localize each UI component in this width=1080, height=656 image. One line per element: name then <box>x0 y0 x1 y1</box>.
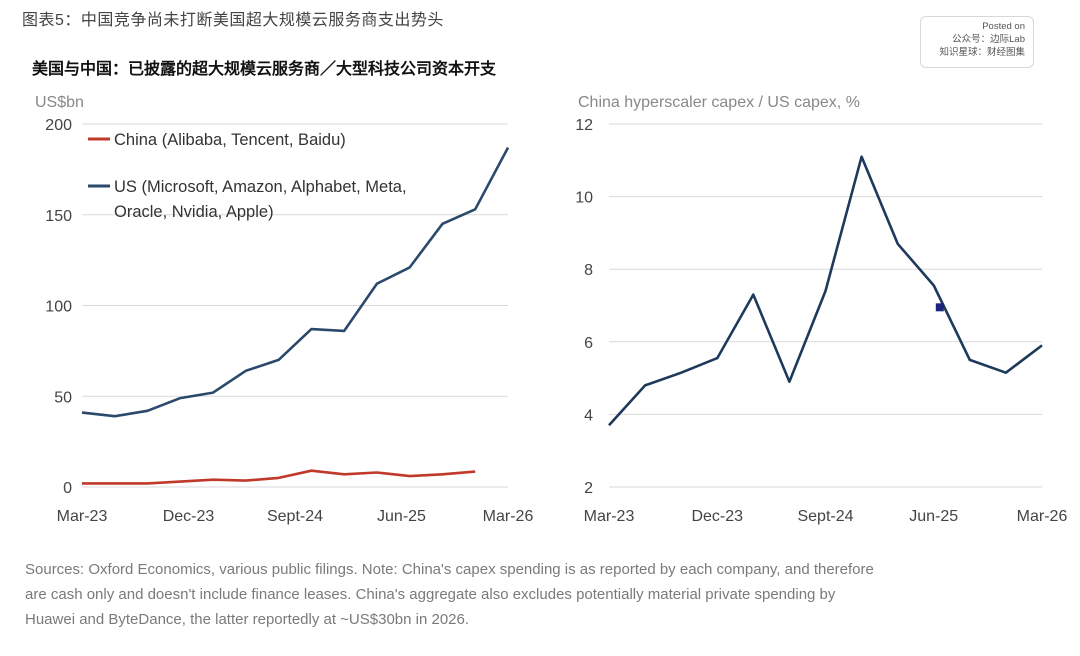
watermark-line-3: 知识星球：财经图集 <box>939 47 1025 58</box>
y-tick-label: 12 <box>575 117 593 134</box>
y-tick-label: 2 <box>584 480 593 497</box>
y-tick-label: 100 <box>45 299 72 316</box>
series-line-china <box>82 469 476 485</box>
x-tick-label: Mar-23 <box>584 508 635 525</box>
chart-subtitle: 美国与中国：已披露的超大规模云服务商／大型科技公司资本开支 <box>32 61 497 78</box>
y-tick-label: 8 <box>584 262 593 279</box>
chart-1: US$bn 0 50 100 150 200 Mar-23 Dec-23 Sept-24 Jun-… <box>35 94 533 525</box>
data-point-marker <box>935 303 944 312</box>
y-tick-label: 0 <box>63 480 72 497</box>
y-axis-unit-label: US$bn <box>35 94 84 111</box>
y-axis-unit-label: China hyperscaler capex / US capex, % <box>578 94 860 111</box>
source-note: Sources: Oxford Economics, various publi… <box>25 557 1075 632</box>
y-tick-label: 200 <box>45 117 72 134</box>
y-tick-label: 10 <box>575 190 593 207</box>
y-tick-label: 4 <box>584 407 593 424</box>
source-line-2: are cash only and doesn't include financ… <box>25 586 836 603</box>
legend-label: Oracle, Nvidia, Apple) <box>114 203 274 221</box>
x-tick-label: Dec-23 <box>163 508 215 525</box>
x-tick-label: Mar-26 <box>483 508 534 525</box>
x-tick-label: Mar-23 <box>57 508 108 525</box>
series-line-us <box>81 146 510 418</box>
chart-2: China hyperscaler capex / US capex, % 2 4 6… <box>575 94 1067 525</box>
x-tick-label: Mar-26 <box>1017 508 1068 525</box>
legend-label: China (Alibaba, Tencent, Baidu) <box>114 131 346 149</box>
x-tick-label: Sept-24 <box>797 508 853 525</box>
y-tick-label: 150 <box>45 208 72 225</box>
source-line-3: Huawei and ByteDance, the latter reporte… <box>25 611 470 628</box>
x-tick-label: Jun-25 <box>909 508 958 525</box>
y-tick-label: 50 <box>54 389 72 406</box>
x-tick-label: Jun-25 <box>377 508 426 525</box>
posted-on-watermark: Posted on 公众号：边际Lab 知识星球：财经图集 <box>920 16 1034 68</box>
watermark-line-1: Posted on <box>982 21 1025 32</box>
legend-label: US (Microsoft, Amazon, Alphabet, Meta, <box>114 178 407 196</box>
watermark-line-2: 公众号：边际Lab <box>952 34 1025 45</box>
series-line-capex-ratio <box>608 155 1043 427</box>
source-line-1: Sources: Oxford Economics, various publi… <box>25 561 874 578</box>
y-tick-label: 6 <box>584 335 593 352</box>
x-tick-label: Sept-24 <box>267 508 323 525</box>
x-tick-label: Dec-23 <box>691 508 743 525</box>
figure-title: 图表5：中国竞争尚未打断美国超大规模云服务商支出势头 <box>22 12 444 29</box>
